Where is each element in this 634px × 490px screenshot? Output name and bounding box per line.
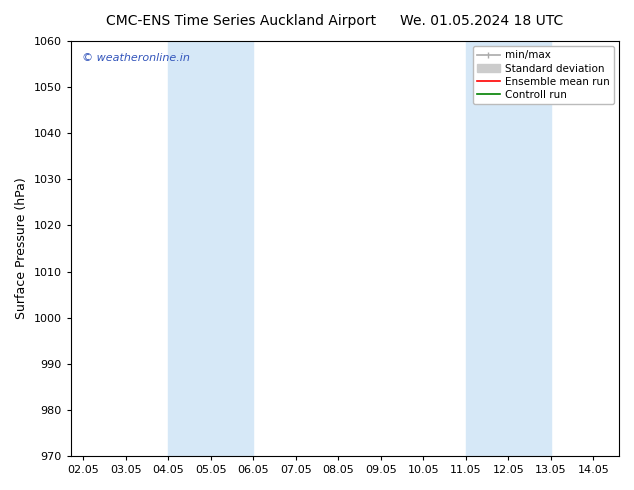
Y-axis label: Surface Pressure (hPa): Surface Pressure (hPa): [15, 178, 28, 319]
Bar: [211, 41, 254, 456]
Bar: [169, 41, 211, 456]
Text: © weatheronline.in: © weatheronline.in: [82, 53, 190, 64]
Bar: [508, 41, 551, 456]
Legend: min/max, Standard deviation, Ensemble mean run, Controll run: min/max, Standard deviation, Ensemble me…: [472, 46, 614, 104]
Text: CMC-ENS Time Series Auckland Airport: CMC-ENS Time Series Auckland Airport: [106, 14, 376, 28]
Bar: [466, 41, 508, 456]
Text: We. 01.05.2024 18 UTC: We. 01.05.2024 18 UTC: [400, 14, 564, 28]
